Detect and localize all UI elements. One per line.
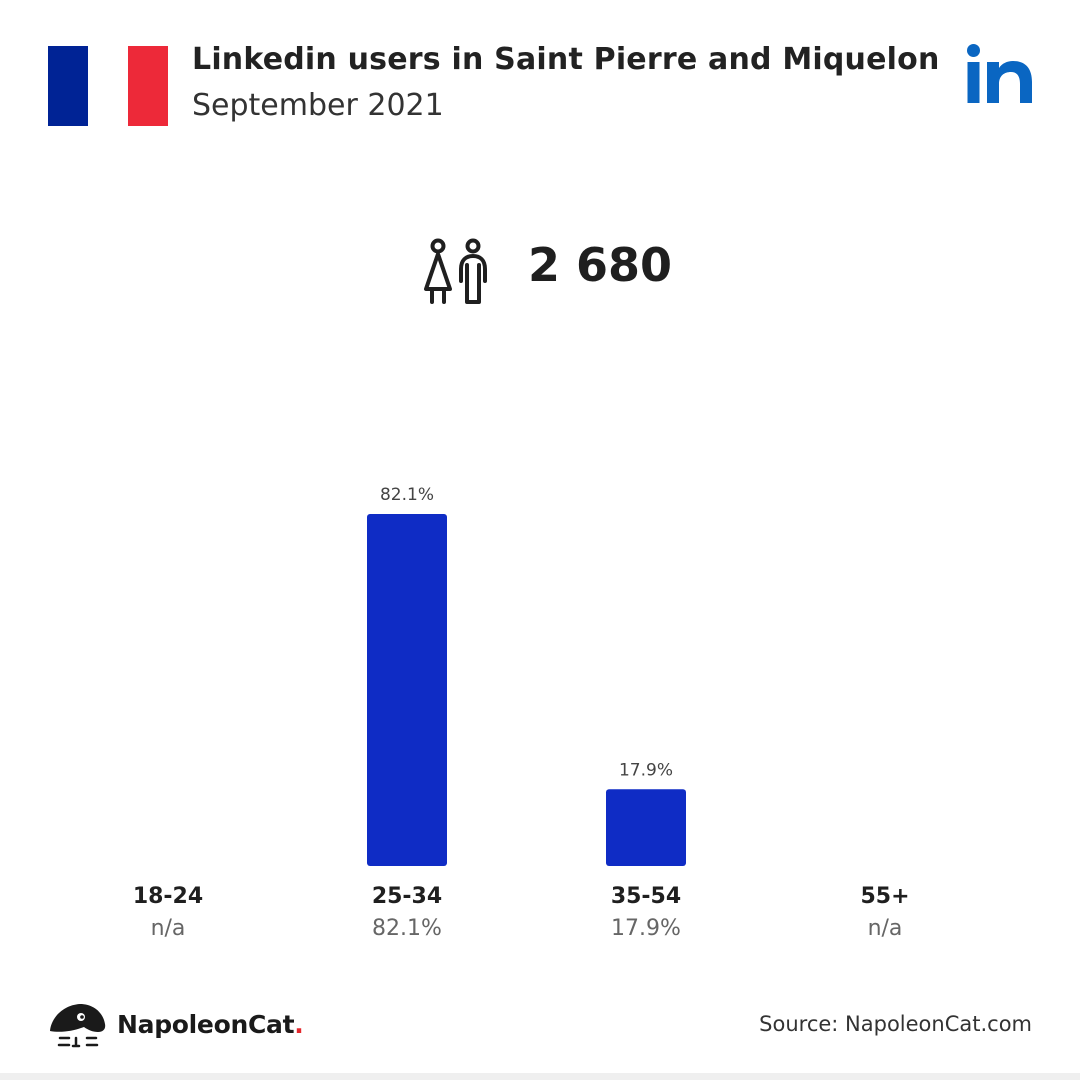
bar-25-34 — [367, 514, 447, 866]
age-category-value: 17.9% — [611, 916, 681, 941]
bar-data-label: 17.9% — [619, 760, 673, 780]
age-category-label: 55+ — [860, 884, 910, 909]
age-category-value: n/a — [867, 916, 903, 941]
chart-subtitle: September 2021 — [192, 88, 444, 123]
users-icon — [424, 238, 487, 304]
age-category-value: 82.1% — [372, 916, 442, 941]
age-category-label: 25-34 — [371, 884, 443, 909]
age-category-value: n/a — [150, 916, 186, 941]
total-users-value: 2 680 — [528, 238, 673, 292]
bar-35-54 — [606, 789, 686, 866]
flag-stripe-blue — [48, 46, 88, 126]
brand-name: NapoleonCat. — [117, 1010, 304, 1039]
bar-data-label: 82.1% — [380, 485, 434, 505]
flag-stripe-white — [88, 46, 128, 126]
age-category-label: 35-54 — [610, 884, 682, 909]
age-category-label: 18-24 — [132, 884, 204, 909]
flag-stripe-red — [128, 46, 168, 126]
linkedin-logo-icon — [967, 44, 1032, 103]
napoleoncat-logo-icon — [50, 1004, 106, 1048]
bottom-strip — [0, 1073, 1080, 1080]
source-text: Source: NapoleonCat.com — [759, 1012, 1032, 1036]
brand-name-text: NapoleonCat — [117, 1010, 295, 1039]
chart-title: Linkedin users in Saint Pierre and Mique… — [192, 42, 940, 77]
brand-dot: . — [294, 1010, 304, 1039]
france-flag-icon — [48, 46, 168, 126]
